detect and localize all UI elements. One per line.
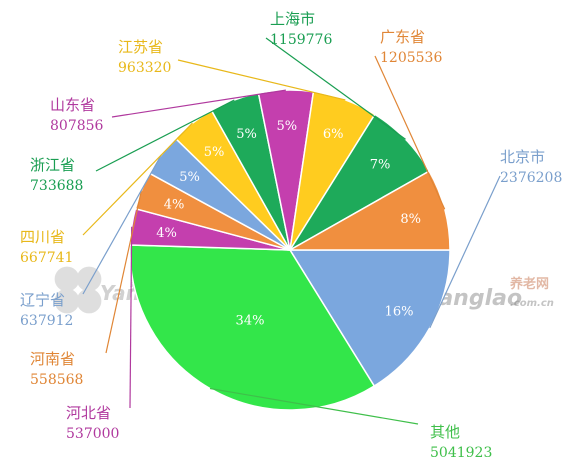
category-value-label-7: 807856: [50, 118, 104, 134]
category-name-label-6: 浙江省: [30, 156, 75, 174]
percent-label-1: 34%: [236, 313, 265, 328]
percent-label-4: 5%: [179, 170, 200, 185]
category-name-label-5: 四川省: [20, 228, 65, 246]
category-value-label-3: 558568: [30, 372, 83, 388]
pie-slices: [129, 89, 451, 411]
percent-label-3: 4%: [164, 198, 185, 213]
pie-slice-10: [287, 170, 451, 251]
percent-label-5: 5%: [204, 145, 225, 160]
category-value-label-5: 667741: [20, 250, 73, 266]
percent-label-9: 7%: [370, 158, 391, 173]
leader-line-0: [429, 175, 501, 329]
category-value-label-10: 1205536: [380, 50, 442, 66]
pie-slice-1: [129, 244, 376, 411]
category-value-label-2: 537000: [66, 426, 119, 442]
leader-line-3: [105, 190, 142, 354]
percent-label-8: 6%: [323, 127, 344, 142]
leader-line-5: [82, 122, 193, 236]
leader-line-7: [111, 89, 286, 118]
leader-line-4: [82, 154, 162, 295]
leader-line-8: [177, 59, 346, 101]
category-value-label-8: 963320: [118, 60, 171, 76]
percent-label-7: 5%: [276, 119, 297, 134]
category-name-label-0: 北京市: [500, 148, 545, 166]
percent-label-2: 4%: [156, 226, 177, 241]
leader-line-9: [265, 37, 406, 140]
category-name-label-7: 山东省: [50, 96, 95, 114]
leader-line-1: [209, 387, 419, 425]
percent-label-6: 5%: [236, 127, 257, 142]
category-name-label-3: 河南省: [30, 350, 75, 368]
leader-line-2: [129, 226, 133, 409]
watermark-domain-right: .com.cn: [510, 298, 554, 309]
watermark-brand-cn-right: 养老网: [509, 276, 549, 292]
category-name-label-4: 辽宁省: [20, 291, 65, 309]
category-value-label-0: 2376208: [500, 170, 562, 186]
leader-lines: [82, 37, 501, 425]
percent-label-0: 16%: [385, 305, 414, 320]
category-value-label-6: 733688: [30, 178, 83, 194]
category-name-label-9: 上海市: [270, 10, 315, 28]
category-labels: 北京市 2376208 其他 5041923 河北省 537000 河南省 558568 辽宁省…: [20, 10, 562, 461]
category-value-label-1: 5041923: [430, 445, 492, 461]
category-name-label-2: 河北省: [66, 404, 111, 422]
category-value-label-9: 1159776: [270, 32, 332, 48]
percent-label-10: 8%: [400, 212, 421, 227]
leader-line-10: [374, 55, 446, 210]
category-name-label-10: 广东省: [380, 28, 425, 46]
category-value-label-4: 637912: [20, 313, 73, 329]
category-name-label-8: 江苏省: [118, 38, 163, 56]
leader-line-6: [95, 99, 235, 172]
category-name-label-1: 其他: [430, 423, 460, 441]
percent-labels: 16% 34% 4% 4% 5% 5% 5% 5% 6% 7% 8%: [156, 119, 421, 328]
